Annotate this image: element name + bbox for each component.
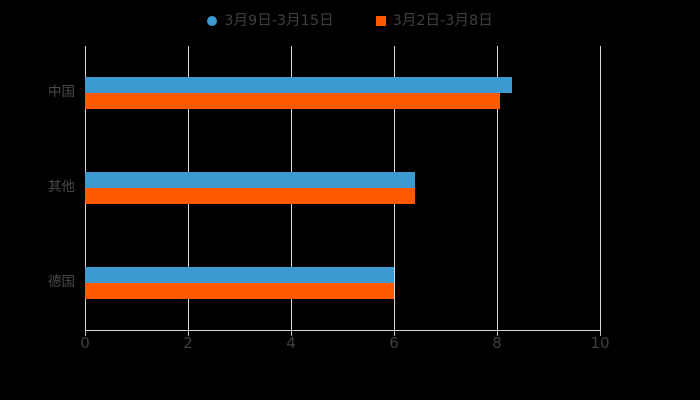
x-axis-line [85, 330, 601, 331]
x-tick-label-10: 10 [590, 334, 610, 352]
category-label-2: 德国 [48, 273, 75, 290]
legend-circle-marker-icon [207, 16, 218, 26]
tick-mark-4 [291, 330, 292, 336]
tick-mark-2 [188, 330, 189, 336]
tick-mark-0 [85, 330, 86, 336]
tick-mark-6 [394, 330, 395, 336]
category-label-0: 中国 [48, 84, 75, 101]
bar-2-0[interactable] [85, 266, 394, 283]
x-tick-label-8: 8 [492, 334, 502, 352]
legend-square-marker-icon [375, 16, 386, 26]
bar-2-1[interactable] [85, 282, 394, 299]
bar-0-1[interactable] [85, 93, 501, 110]
category-label-1: 其他 [48, 179, 75, 195]
x-tick-label-6: 6 [389, 334, 399, 352]
bar-1-0[interactable] [85, 172, 415, 188]
gridline-x-8 [497, 46, 498, 330]
legend-label-1: 3月2日-3月8日 [392, 12, 493, 29]
tick-mark-8 [497, 330, 498, 336]
legend-label-0: 3月9日-3月15日 [224, 12, 334, 29]
plot-area [85, 46, 600, 330]
x-tick-label-0: 0 [80, 334, 90, 352]
bar-0-0[interactable] [85, 77, 513, 94]
x-tick-label-2: 2 [183, 334, 193, 352]
legend-entry-1[interactable]: 3月2日-3月8日 [375, 12, 493, 29]
legend-entry-0[interactable]: 3月9日-3月15日 [207, 12, 334, 29]
bar-1-1[interactable] [85, 188, 415, 204]
tick-mark-10 [600, 330, 601, 336]
gridline-x-10 [600, 46, 601, 330]
x-tick-label-4: 4 [286, 334, 296, 352]
chart-legend: 3月9日-3月15日 3月2日-3月8日 [0, 8, 700, 34]
